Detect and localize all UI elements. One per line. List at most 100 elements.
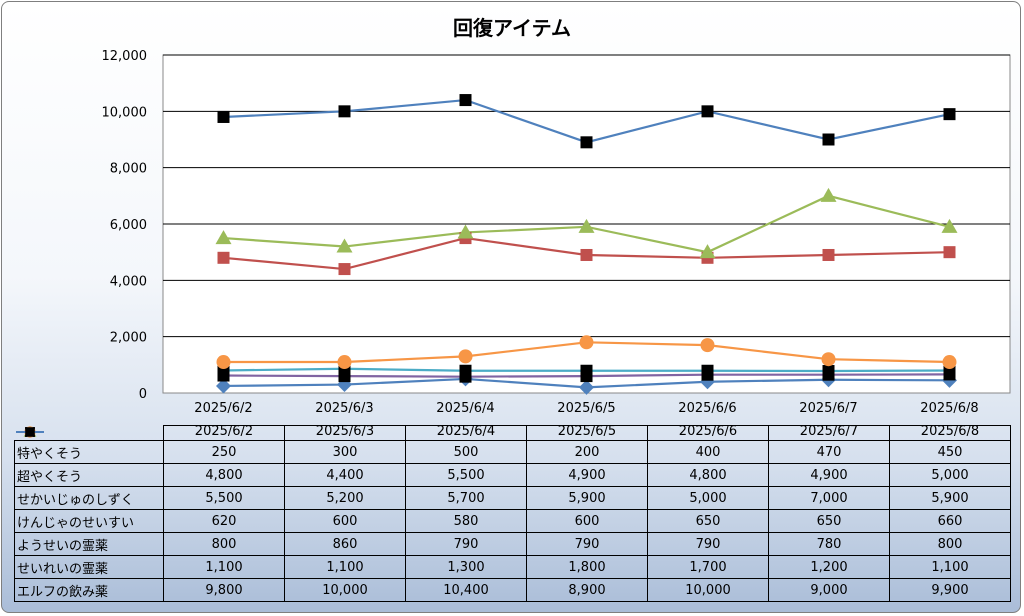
table-row: せいれいの霊薬 1,100 1,100 1,300 1,800 1,700 1,200 1,1… — [14, 425, 1011, 579]
table-row: ようせいの霊薬 800 860 790 790 790 780 800 — [14, 426, 1011, 556]
data-point — [580, 136, 593, 149]
table-cell: 650 — [768, 509, 890, 533]
series-name: けんじゃのせいすい — [17, 515, 135, 531]
table-row: 超やくそう 4,800 4,400 5,500 4,900 4,800 4,900 5,000 — [14, 426, 1011, 487]
table-cell: 1,800 — [526, 555, 648, 579]
table-cell: 580 — [405, 509, 527, 533]
series-name: エルフの飲み薬 — [17, 584, 109, 600]
data-point — [217, 251, 230, 264]
y-tick-label: 10,000 — [102, 105, 148, 120]
series-name: ようせいの霊薬 — [17, 538, 109, 554]
table-cell: 860 — [284, 532, 406, 556]
data-point — [215, 230, 232, 245]
data-point — [822, 133, 835, 146]
table-row: エルフの飲み薬 9,800 10,000 10,400 8,900 10,000 9,000… — [14, 426, 1011, 602]
x-tick-label: 2025/6/8 — [920, 401, 978, 416]
table-cell: 5,000 — [647, 486, 769, 510]
table-cell: 5,200 — [284, 486, 406, 510]
series-name: せかいじゅのしずく — [17, 492, 134, 508]
plot-area: 0 2,000 4,000 6,000 8,000 10,000 12,000 2025/6… — [102, 49, 1011, 416]
table-cell: 5,500 — [405, 463, 527, 487]
table-cell: 790 — [405, 532, 527, 556]
chart-title: 回復アイテム — [453, 16, 571, 40]
data-point — [941, 218, 958, 233]
data-point — [943, 108, 956, 121]
data-point — [580, 248, 593, 261]
x-axis-ticks: 2025/6/2 2025/6/3 2025/6/4 2025/6/5 2025/6/6… — [194, 401, 978, 416]
table-cell: 1,100 — [889, 555, 1011, 579]
x-tick-label: 2025/6/6 — [678, 401, 736, 416]
y-tick-label: 2,000 — [110, 331, 147, 346]
table-column-header: 2025/6/3 — [284, 425, 406, 441]
table-cell: 5,700 — [405, 486, 527, 510]
table-cell: 660 — [889, 509, 1011, 533]
data-point — [338, 105, 351, 118]
data-point — [579, 379, 594, 395]
gridlines — [163, 54, 1010, 338]
data-table: 2025/6/2 2025/6/3 2025/6/4 2025/6/5 2025/6/6… — [14, 425, 1011, 602]
table-cell: 9,800 — [163, 578, 285, 602]
data-point — [701, 364, 714, 377]
y-tick-label: 12,000 — [102, 49, 148, 64]
table-cell: 9,900 — [889, 578, 1011, 602]
table-cell: 5,900 — [526, 486, 648, 510]
table-cell: 1,200 — [768, 555, 890, 579]
data-point — [217, 110, 230, 123]
table-column-header: 2025/6/8 — [889, 425, 1011, 441]
table-cell: 5,000 — [889, 463, 1011, 487]
table-cell: 4,400 — [284, 463, 406, 487]
table-cell: 300 — [284, 440, 406, 464]
table-column-header: 2025/6/7 — [768, 425, 890, 441]
series-markers — [215, 94, 958, 395]
y-tick-label: 4,000 — [110, 274, 147, 289]
table-cell: 1,700 — [647, 555, 769, 579]
table-cell: 800 — [163, 532, 285, 556]
table-cell: 650 — [647, 509, 769, 533]
table-cell: 9,000 — [768, 578, 890, 602]
y-tick-label: 8,000 — [110, 162, 147, 177]
y-axis-ticks: 0 2,000 4,000 6,000 8,000 10,000 12,000 — [102, 49, 148, 402]
table-cell: 600 — [284, 509, 406, 533]
data-point — [216, 355, 231, 370]
data-point — [700, 338, 715, 353]
data-point — [338, 263, 351, 276]
table-cell: 780 — [768, 532, 890, 556]
data-point — [459, 94, 472, 107]
data-point — [457, 224, 474, 239]
x-tick-label: 2025/6/4 — [436, 401, 494, 416]
table-column-header: 2025/6/6 — [647, 425, 769, 441]
data-point — [580, 364, 593, 377]
table-cell: 620 — [163, 509, 285, 533]
data-point — [701, 105, 714, 118]
table-row: けんじゃのせいすい 620 600 580 600 650 650 660 — [14, 426, 1011, 533]
data-point — [822, 365, 835, 378]
table-row-header: 超やくそう — [14, 426, 164, 487]
table-cell: 250 — [163, 440, 285, 464]
table-cell: 4,900 — [768, 463, 890, 487]
table-cell: 10,000 — [284, 578, 406, 602]
data-point — [942, 355, 957, 370]
table-cell: 200 — [526, 440, 648, 464]
data-point — [821, 352, 836, 367]
table-row: 特やくそう 250 300 500 200 400 470 450 — [14, 425, 1011, 464]
table-cell: 500 — [405, 440, 527, 464]
table-cell: 10,000 — [647, 578, 769, 602]
table-cell: 800 — [889, 532, 1011, 556]
table-row-header: せいれいの霊薬 — [14, 425, 164, 579]
table-cell: 790 — [526, 532, 648, 556]
series-name: 超やくそう — [17, 469, 83, 485]
table-cell: 5,900 — [889, 486, 1011, 510]
table-column-header: 2025/6/4 — [405, 425, 527, 441]
data-point — [578, 218, 595, 233]
data-point — [579, 335, 594, 350]
table-row: せかいじゅのしずく 5,500 5,200 5,700 5,900 5,000 7,000 5… — [14, 425, 1011, 510]
table-cell: 600 — [526, 509, 648, 533]
y-tick-label: 6,000 — [110, 218, 147, 233]
data-point — [459, 364, 472, 377]
x-tick-label: 2025/6/7 — [799, 401, 857, 416]
table-cell: 4,800 — [647, 463, 769, 487]
table-cell: 10,400 — [405, 578, 527, 602]
table-cell: 470 — [768, 440, 890, 464]
data-point — [337, 355, 352, 370]
table-cell: 4,900 — [526, 463, 648, 487]
